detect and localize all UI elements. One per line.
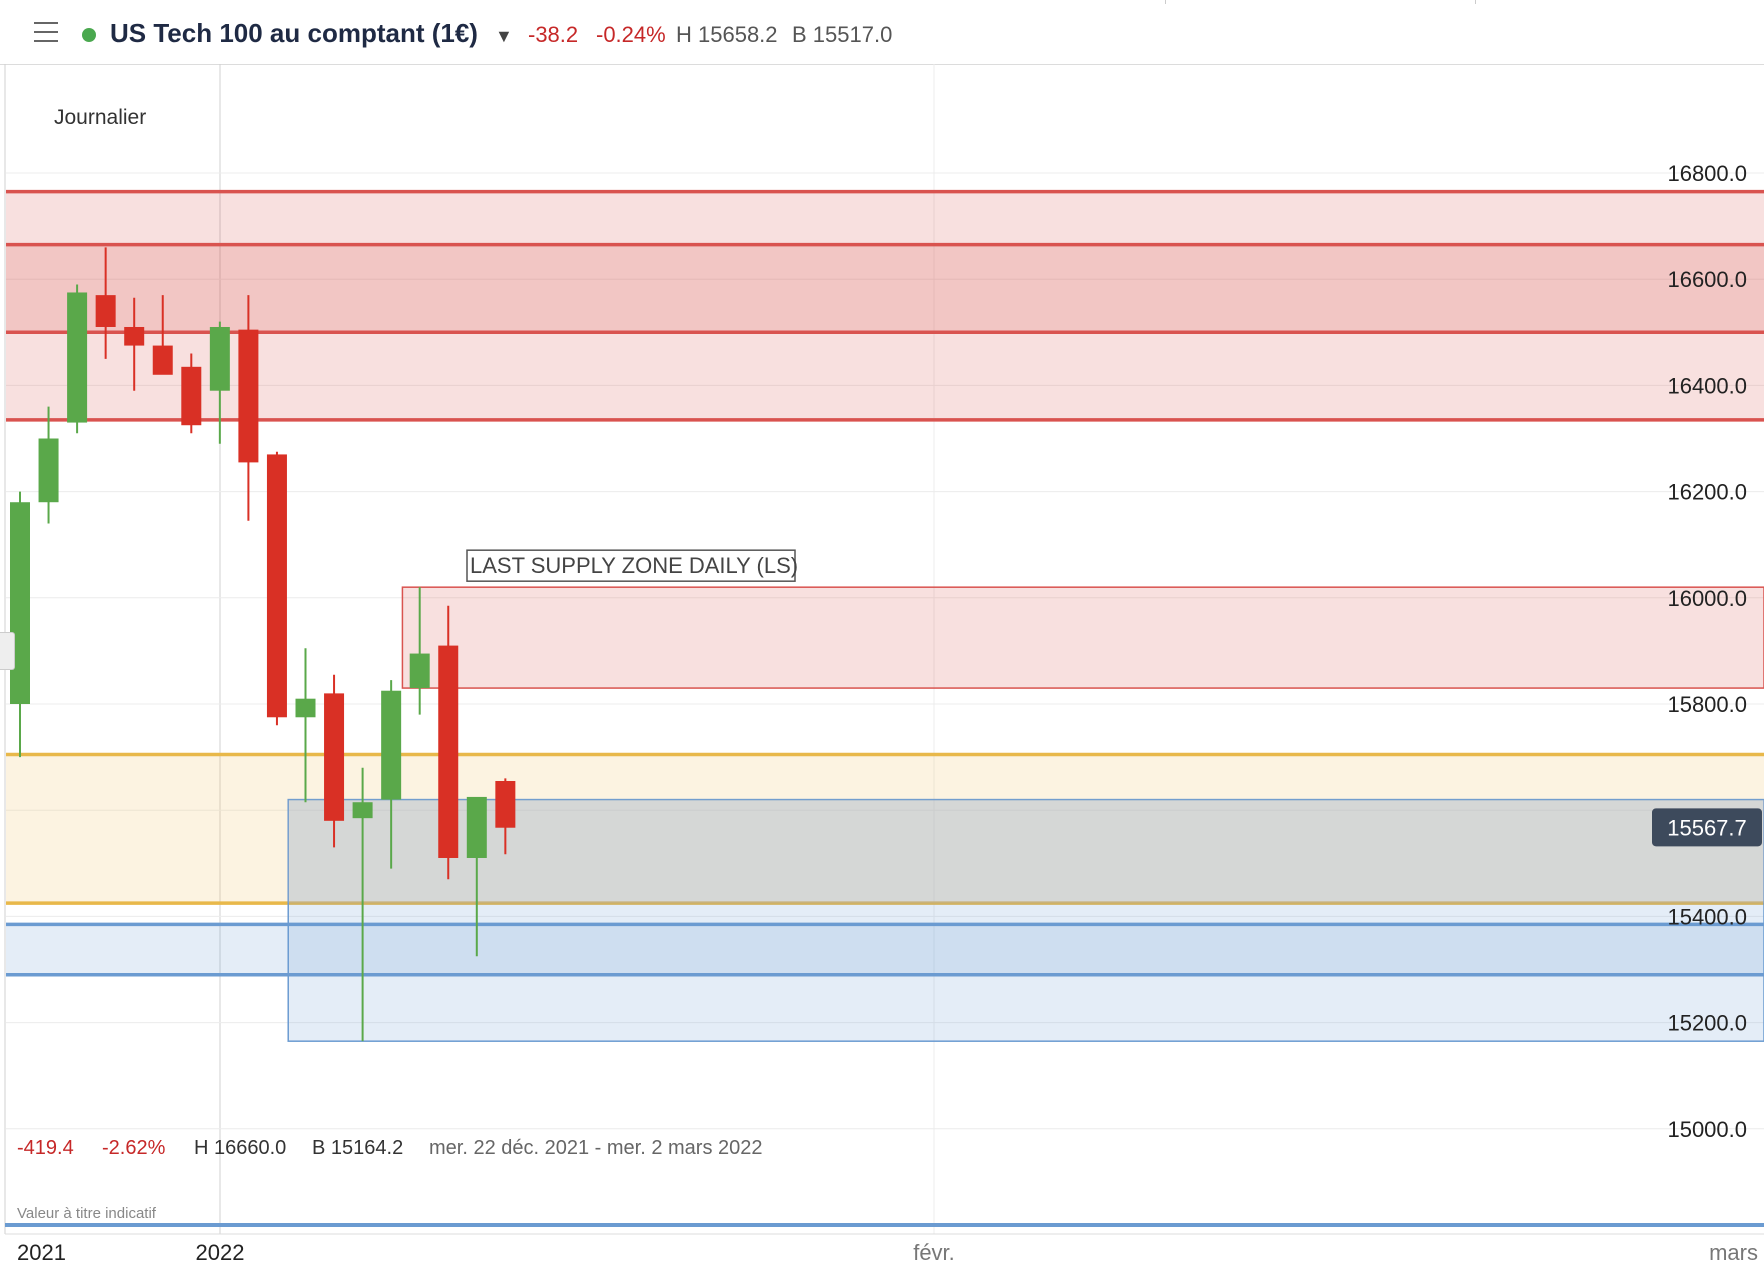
candle-bearish <box>95 295 116 327</box>
x-tick-label: mars <box>1709 1240 1758 1265</box>
blue-box-zone-border <box>287 798 1764 1042</box>
inner-supply-zone <box>6 244 1764 333</box>
timeframe-label: Journalier <box>54 106 146 129</box>
blue-band-zone <box>6 924 1764 975</box>
x-tick-label: 2022 <box>196 1240 245 1265</box>
candle-bullish <box>466 796 487 858</box>
summary-change: -419.4 <box>17 1137 74 1159</box>
candle-bullish <box>409 653 430 689</box>
y-tick-label: 15000.0 <box>1667 1117 1747 1142</box>
last-supply-zone-daily <box>402 587 1764 689</box>
annotation-box <box>466 549 796 582</box>
header-change-pct: -0.24% <box>596 22 666 47</box>
zone-overlap <box>288 799 1764 904</box>
candle-bullish <box>381 690 402 800</box>
y-tick-label: 16400.0 <box>1667 373 1747 398</box>
header-high: H 15658.2 <box>676 22 778 47</box>
header-low: B 15517.0 <box>792 22 893 47</box>
candle-bearish <box>438 645 459 858</box>
header-separator <box>1475 0 1476 4</box>
y-tick-label: 16000.0 <box>1667 586 1747 611</box>
header-separator <box>1165 0 1166 4</box>
market-status-dot <box>82 28 96 42</box>
blue-box-zone <box>288 799 1764 1042</box>
chevron-down-icon[interactable]: ▼ <box>495 26 513 46</box>
candle-bearish <box>324 693 345 821</box>
candle-bullish <box>295 698 316 718</box>
y-tick-label: 16600.0 <box>1667 267 1747 292</box>
candle-bearish <box>124 326 145 346</box>
x-tick-label: 2021 <box>17 1240 66 1265</box>
current-price-tag <box>1652 808 1762 847</box>
candle-bearish <box>495 780 516 828</box>
candle-bearish <box>152 345 173 375</box>
header-change: -38.2 <box>528 22 579 47</box>
summary-low: B 15164.2 <box>312 1137 403 1159</box>
y-tick-label: 15400.0 <box>1667 904 1747 929</box>
x-tick-label: févr. <box>913 1240 955 1265</box>
chart-area[interactable]: LAST SUPPLY ZONE DAILY (LS) 16800.0 16600.… <box>0 64 1764 1270</box>
y-tick-label: 16800.0 <box>1667 161 1747 186</box>
orange-zone <box>6 754 1764 904</box>
y-tick-label: 16200.0 <box>1667 480 1747 505</box>
instrument-title[interactable]: US Tech 100 au comptant (1€) <box>110 18 478 48</box>
candle-bearish <box>181 366 202 426</box>
y-tick-label: 15800.0 <box>1667 692 1747 717</box>
candle-bearish <box>266 454 287 718</box>
summary-high: H 16660.0 <box>194 1137 286 1159</box>
candlestick-chart[interactable]: LAST SUPPLY ZONE DAILY (LS) 16800.0 16600.… <box>0 64 1764 1270</box>
hamburger-menu-icon[interactable] <box>34 22 58 42</box>
y-tick-label: 15200.0 <box>1667 1011 1747 1036</box>
annotation-label: LAST SUPPLY ZONE DAILY (LS) <box>470 553 798 578</box>
candle-bullish <box>352 802 373 819</box>
scroll-handle[interactable] <box>0 632 15 670</box>
candle-bearish <box>238 329 259 463</box>
candle-bullish <box>209 326 230 391</box>
candle-bullish <box>67 292 88 423</box>
summary-change-pct: -2.62% <box>102 1137 166 1159</box>
candle-bullish <box>38 438 59 503</box>
upper-supply-zone <box>6 191 1764 420</box>
chart-header: US Tech 100 au comptant (1€) ▼ -38.2 -0.… <box>0 0 1764 65</box>
current-price-label: 15567.7 <box>1667 815 1747 840</box>
candle-bullish <box>10 502 30 704</box>
disclaimer-text: Valeur à titre indicatif <box>17 1205 157 1222</box>
summary-period: mer. 22 déc. 2021 - mer. 2 mars 2022 <box>429 1137 763 1159</box>
